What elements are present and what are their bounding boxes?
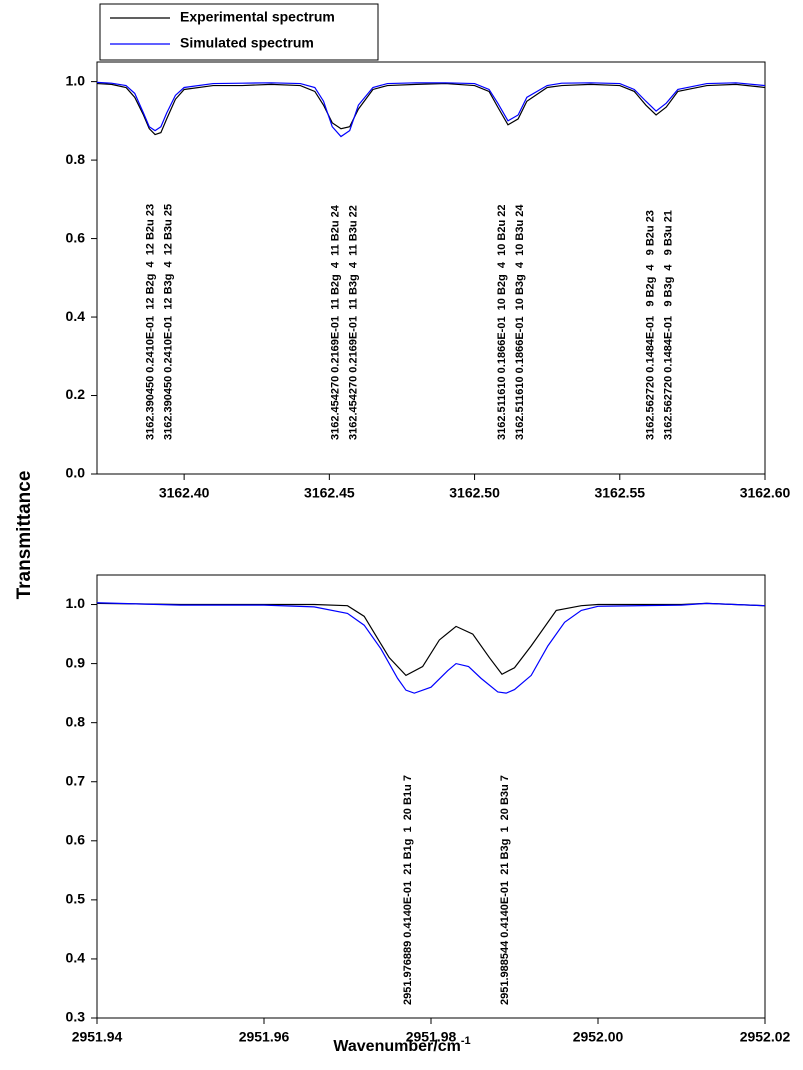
x-tick-label: 3162.40 bbox=[159, 485, 210, 501]
x-tick-label: 2952.00 bbox=[573, 1029, 624, 1045]
peak-annotation: 3162.454270 0.2169E-01 11 B3g 4 11 B3u 2… bbox=[348, 205, 360, 440]
y-tick-label: 1.0 bbox=[66, 595, 86, 611]
plot-frame bbox=[96, 574, 766, 1019]
spectrum-line bbox=[96, 82, 766, 136]
peak-annotation: 3162.390450 0.2410E-01 12 B3g 4 12 B3u 2… bbox=[162, 204, 174, 440]
y-tick-label: 0.8 bbox=[66, 151, 86, 167]
y-tick-label: 0.5 bbox=[66, 891, 86, 907]
peak-annotation: 3162.511610 0.1866E-01 10 B3g 4 10 B3u 2… bbox=[514, 204, 526, 440]
x-axis-label: Wavenumber/cm-1 bbox=[333, 1035, 470, 1055]
legend-label: Experimental spectrum bbox=[180, 9, 335, 25]
peak-annotation: 2951.976889 0.4140E-01 21 B1g 1 20 B1u 7 bbox=[402, 775, 414, 1005]
x-tick-label: 2951.98 bbox=[406, 1029, 457, 1045]
peak-annotation: 3162.511610 0.1866E-01 10 B2g 4 10 B2u 2… bbox=[496, 205, 508, 440]
y-tick-label: 0.4 bbox=[66, 308, 86, 324]
y-tick-label: 0.6 bbox=[66, 229, 86, 245]
peak-annotation: 3162.562720 0.1484E-01 9 B3g 4 9 B3u 21 bbox=[663, 210, 675, 440]
x-tick-label: 2951.96 bbox=[239, 1029, 290, 1045]
peak-annotation: 3162.390450 0.2410E-01 12 B2g 4 12 B2u 2… bbox=[144, 204, 156, 440]
y-tick-label: 0.3 bbox=[66, 1009, 86, 1025]
y-tick-label: 1.0 bbox=[66, 72, 86, 88]
y-axis-label: Transmittance bbox=[14, 471, 35, 600]
peak-annotation: 3162.562720 0.1484E-01 9 B2g 4 9 B2u 23 bbox=[645, 210, 657, 440]
x-tick-label: 3162.60 bbox=[740, 485, 791, 501]
y-tick-label: 0.2 bbox=[66, 386, 86, 402]
y-tick-label: 0.0 bbox=[66, 465, 86, 481]
plot-frame bbox=[96, 61, 766, 475]
spectrum-line bbox=[96, 602, 766, 677]
x-tick-label: 3162.45 bbox=[304, 485, 355, 501]
y-tick-label: 0.8 bbox=[66, 713, 86, 729]
spectrum-line bbox=[96, 602, 766, 694]
legend-box bbox=[99, 3, 379, 61]
spectrum-line bbox=[96, 81, 766, 138]
x-tick-label: 3162.50 bbox=[449, 485, 500, 501]
y-tick-label: 0.4 bbox=[66, 950, 86, 966]
x-tick-label: 3162.55 bbox=[594, 485, 645, 501]
peak-annotation: 2951.988544 0.4140E-01 21 B3g 1 20 B3u 7 bbox=[499, 775, 511, 1005]
x-axis-label-sup: -1 bbox=[461, 1035, 471, 1047]
x-tick-label: 2952.02 bbox=[740, 1029, 791, 1045]
y-tick-label: 0.9 bbox=[66, 654, 86, 670]
y-tick-label: 0.6 bbox=[66, 832, 86, 848]
legend-label: Simulated spectrum bbox=[180, 35, 314, 51]
x-axis-label-text: Wavenumber/cm bbox=[333, 1038, 460, 1055]
x-tick-label: 2951.94 bbox=[72, 1029, 123, 1045]
peak-annotation: 3162.454270 0.2169E-01 11 B2g 4 11 B2u 2… bbox=[330, 204, 342, 440]
y-tick-label: 0.7 bbox=[66, 772, 86, 788]
